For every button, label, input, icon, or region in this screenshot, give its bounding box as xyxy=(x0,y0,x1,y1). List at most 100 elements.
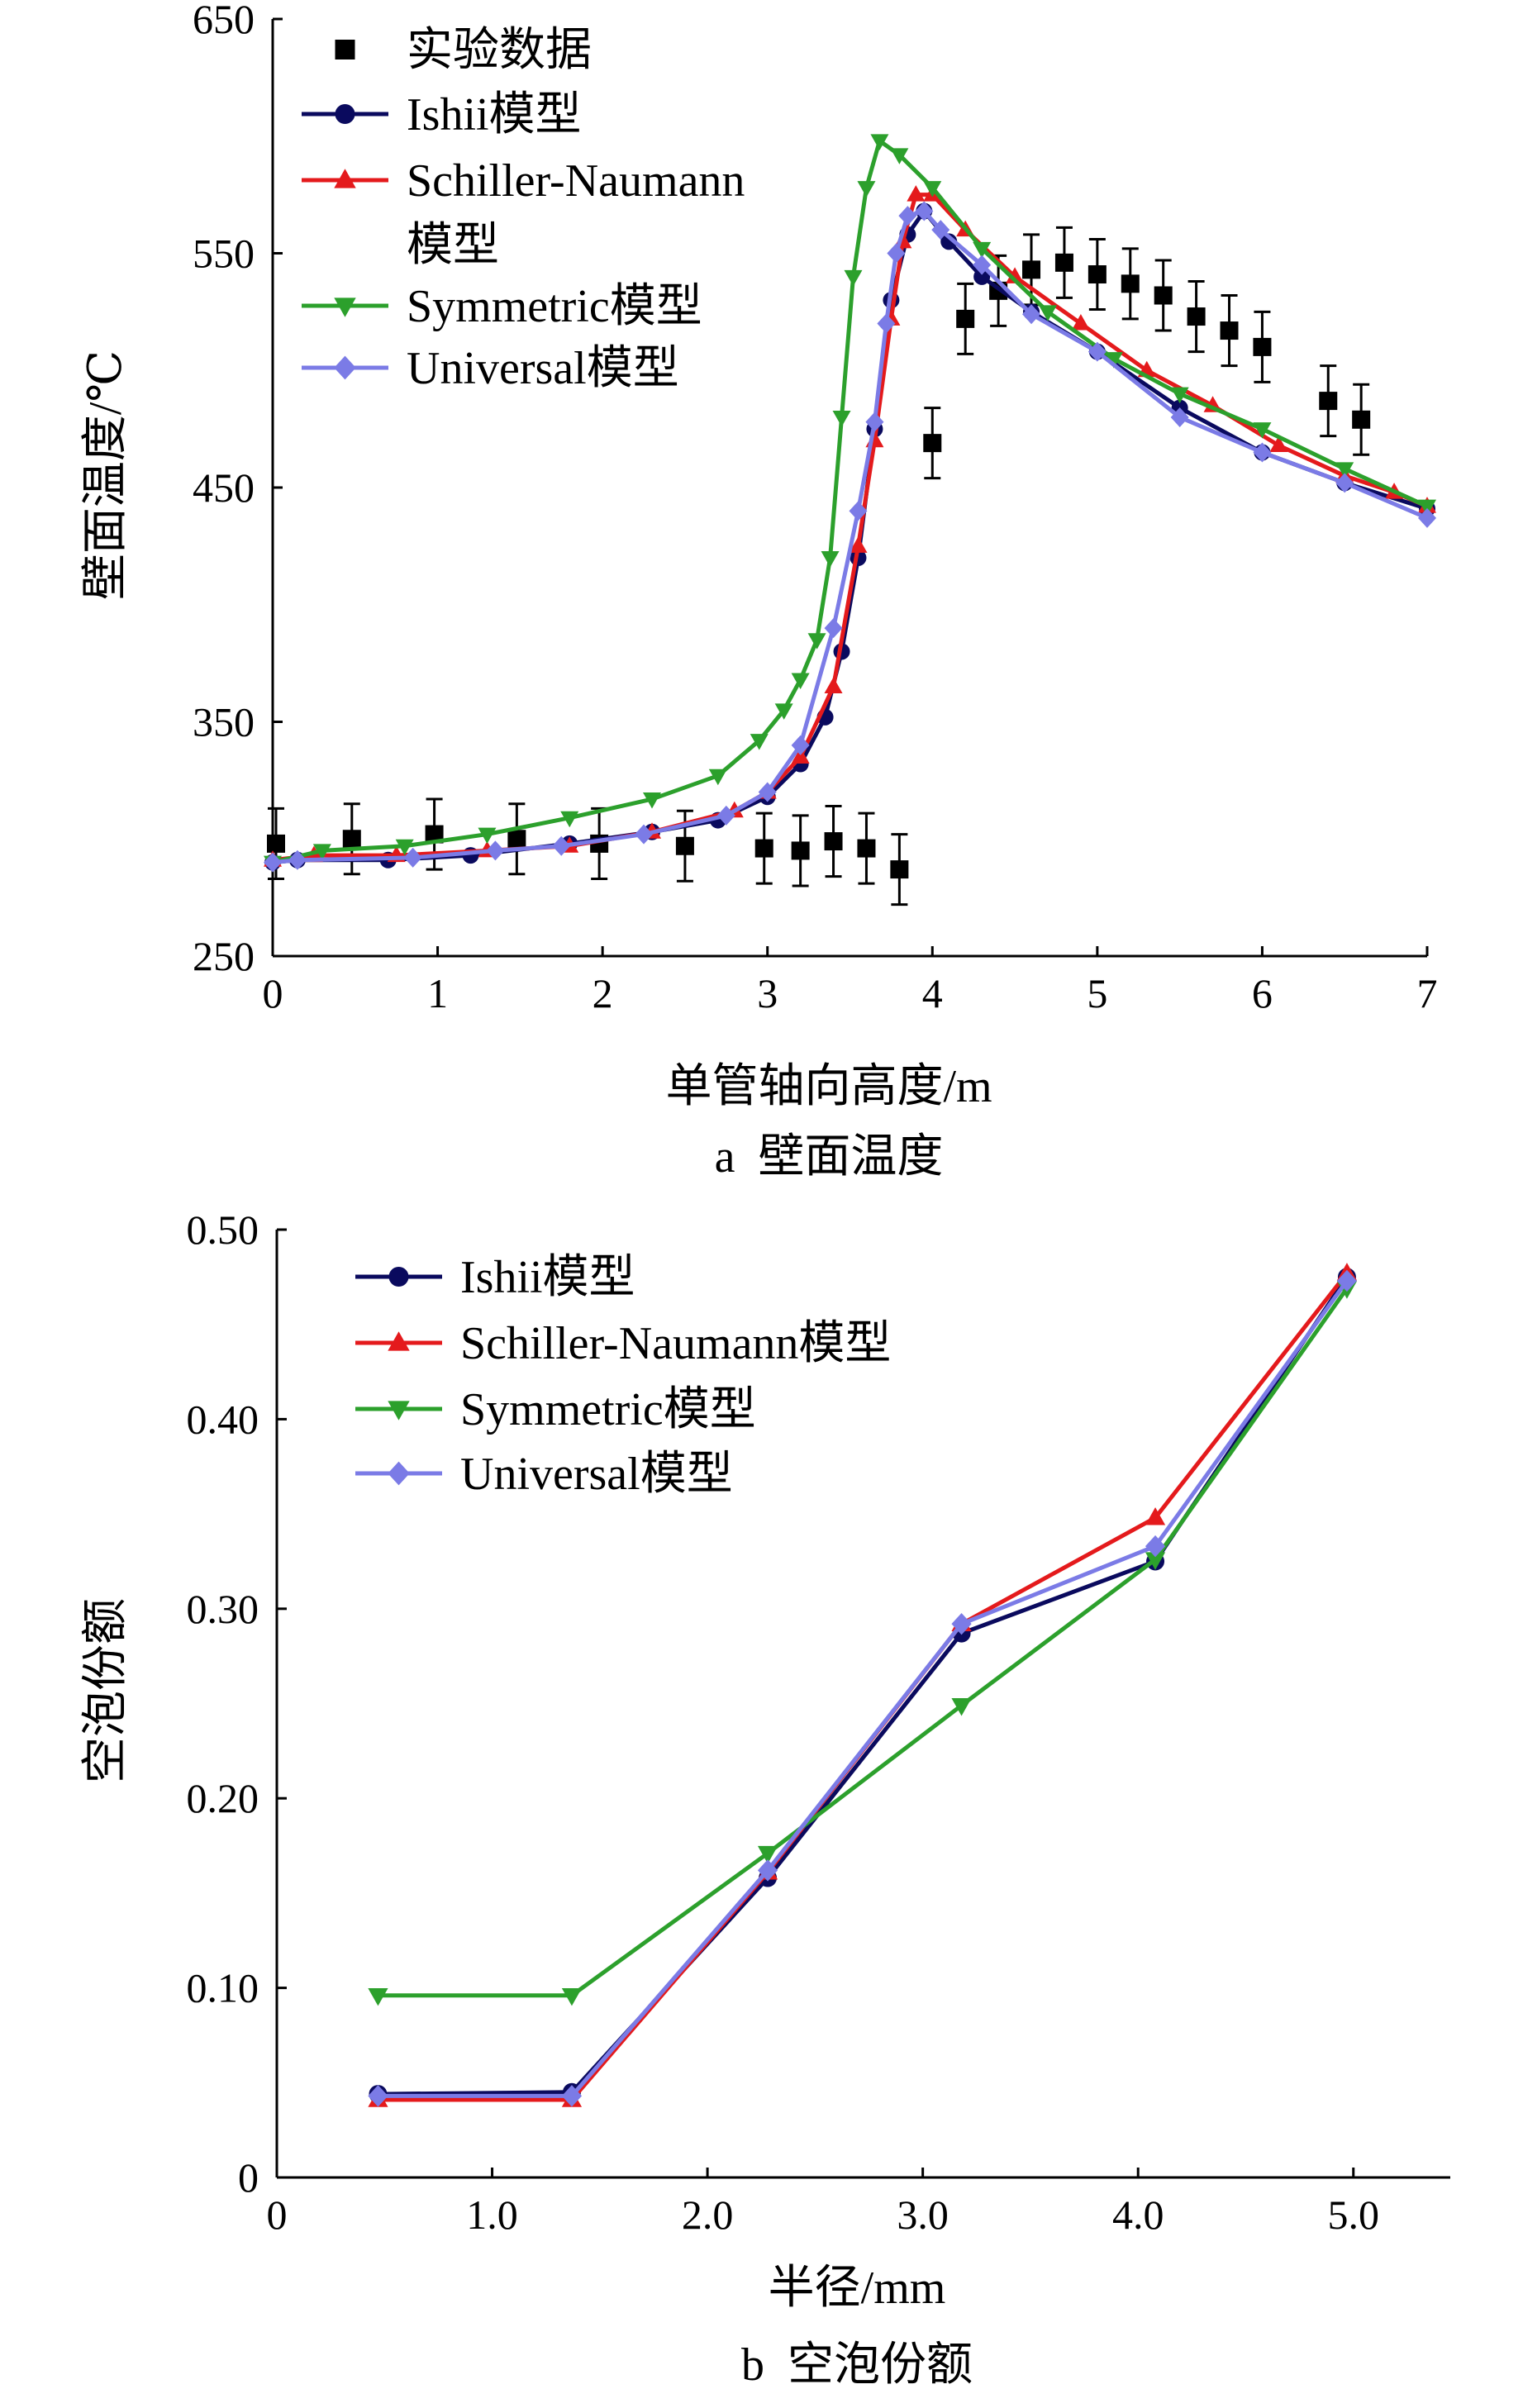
data-point xyxy=(264,852,282,873)
legend-marker xyxy=(388,1267,409,1287)
data-point xyxy=(1145,1507,1166,1525)
experimental-data-point xyxy=(791,841,810,860)
data-point xyxy=(757,1859,778,1882)
panel-b-x-tick-label: 0 xyxy=(267,2191,288,2238)
data-point xyxy=(635,824,654,845)
data-point xyxy=(898,206,917,226)
data-point xyxy=(857,181,876,197)
data-point xyxy=(973,255,992,275)
data-point xyxy=(1335,473,1354,493)
data-point xyxy=(890,148,909,164)
series-line xyxy=(272,208,1428,865)
data-point xyxy=(832,410,851,427)
experimental-data-point xyxy=(507,830,526,849)
legend-label: Universal模型 xyxy=(460,1449,733,1500)
legend-label: Schiller-Naumann xyxy=(407,155,745,207)
legend-marker xyxy=(334,169,356,188)
panel-a-caption: a 壁面温度 xyxy=(715,1131,944,1183)
panel-a-axes: 0 1 2 3 4 5 6 7 250 350 450 550 650 xyxy=(193,0,1438,1016)
panel-b-y-tick-label: 0.50 xyxy=(187,1206,259,1253)
data-point xyxy=(758,782,777,802)
legend-marker xyxy=(335,40,355,59)
legend-label: Symmetric模型 xyxy=(407,281,702,332)
experimental-data-point xyxy=(675,836,694,855)
data-point xyxy=(1038,305,1057,321)
experimental-data-point xyxy=(824,832,843,851)
data-point xyxy=(887,243,906,264)
data-point xyxy=(1418,507,1436,528)
data-point xyxy=(395,839,414,856)
panel-b-series-symmetric xyxy=(368,1281,1358,2006)
legend-marker xyxy=(335,104,355,124)
data-point xyxy=(1170,387,1189,404)
data-point xyxy=(1170,407,1189,427)
panel-a-legend-item-series: 实验数据 xyxy=(335,25,592,76)
panel-b-y-tick-label: 0.10 xyxy=(187,1965,259,2011)
data-point xyxy=(403,847,422,868)
panel-a-x-tick-label: 7 xyxy=(1417,970,1438,1016)
panel-b-void-fraction-chart: 0 1.0 2.0 3.0 4.0 5.0 0 0.10 0.20 0.30 0.40 0.50 Is… xyxy=(80,1206,1450,2391)
legend-label: 实验数据 xyxy=(407,25,592,76)
experimental-data-point xyxy=(1121,274,1140,293)
data-point xyxy=(368,1987,388,2006)
series-line xyxy=(378,1287,1349,1998)
data-point xyxy=(1022,304,1041,325)
data-point xyxy=(951,1697,972,1716)
panel-a-series-group xyxy=(264,134,1436,907)
legend-label: Ishii模型 xyxy=(407,89,582,140)
experimental-data-point xyxy=(1319,392,1338,411)
legend-label: Universal模型 xyxy=(407,343,679,394)
panel-b-x-tick-label: 5.0 xyxy=(1328,2191,1380,2238)
data-point xyxy=(708,769,727,786)
legend-label: Ishii模型 xyxy=(460,1252,635,1303)
experimental-data-point xyxy=(425,825,444,844)
panel-b-y-tick-label: 0 xyxy=(238,2154,259,2201)
data-point xyxy=(844,269,863,287)
data-point xyxy=(643,792,662,809)
panel-a-y-tick-label: 450 xyxy=(193,464,255,511)
panel-a-y-tick-label: 650 xyxy=(193,0,255,42)
panel-b-series-group xyxy=(368,1263,1358,2107)
data-point xyxy=(1006,267,1025,283)
experimental-data-point xyxy=(754,839,773,858)
experimental-data-point xyxy=(1187,307,1206,326)
data-point xyxy=(1253,422,1272,439)
panel-a-legend-item-universal: Universal模型 xyxy=(302,343,679,394)
data-point xyxy=(907,185,926,202)
panel-a-x-tick-label: 1 xyxy=(427,970,448,1016)
panel-a-y-tick-label: 250 xyxy=(193,933,255,979)
legend-label: Schiller-Naumann模型 xyxy=(460,1318,891,1369)
legend-marker xyxy=(334,355,356,380)
experimental-data-point xyxy=(857,839,876,858)
data-point xyxy=(951,1612,972,1635)
panel-a-legend-item-symmetric: Symmetric模型 xyxy=(302,281,702,332)
data-point xyxy=(791,747,810,764)
panel-b-series-universal xyxy=(368,1269,1358,2107)
panel-a-x-tick-label: 3 xyxy=(757,970,778,1016)
data-point xyxy=(560,811,579,828)
panel-a-x-axis-label: 单管轴向高度/m xyxy=(665,1061,992,1112)
panel-b-y-axis-label: 空泡份额 xyxy=(80,1598,131,1783)
panel-a-x-tick-label: 2 xyxy=(593,970,613,1016)
data-point xyxy=(716,805,735,826)
experimental-data-point xyxy=(1253,337,1272,356)
experimental-data-point xyxy=(342,830,361,849)
data-point xyxy=(774,703,793,720)
data-point xyxy=(757,1845,778,1864)
experimental-data-point xyxy=(890,860,909,879)
data-point xyxy=(849,536,868,553)
data-point xyxy=(1145,1535,1166,1558)
data-point xyxy=(312,844,331,860)
data-point xyxy=(973,241,992,259)
data-point xyxy=(915,201,934,221)
data-point xyxy=(1418,499,1436,516)
experimental-data-point xyxy=(1054,253,1073,272)
data-point xyxy=(849,501,868,521)
data-point xyxy=(931,220,950,240)
data-point xyxy=(750,734,769,750)
panel-a-series-series xyxy=(266,226,1371,907)
data-point xyxy=(1071,314,1090,331)
data-point xyxy=(824,677,843,693)
data-point xyxy=(923,181,942,197)
